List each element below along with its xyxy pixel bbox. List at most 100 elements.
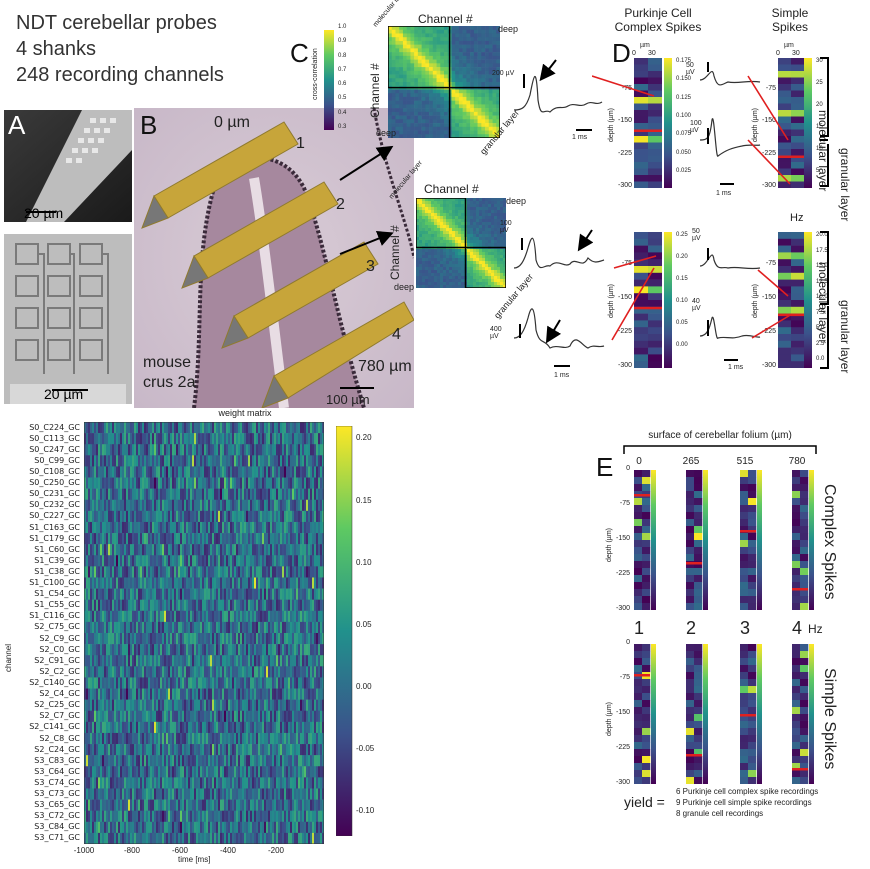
correlation-cell [496,115,500,120]
correlation-cell [485,130,490,135]
correlation-cell [399,37,404,42]
heatmap-cell [310,521,313,534]
heatmap-cell [158,655,161,667]
correlation-cell [470,273,474,277]
correlation-cell [406,82,411,87]
correlation-cell [429,63,434,68]
heatmap-cell [258,599,261,612]
correlation-cell [477,70,482,75]
heatmap-cell [220,555,223,567]
heatmap-cell [244,633,247,645]
correlation-cell [437,249,441,253]
correlation-cell [419,276,423,280]
correlation-cell [485,273,489,277]
heatmap-cell [288,433,291,445]
heatmap-cell [242,533,245,545]
correlation-cell [446,264,450,268]
correlation-cell [470,216,474,220]
correlation-cell [410,40,415,45]
heatmap-cell [160,422,163,434]
heatmap-cell [202,599,205,612]
correlation-cell [477,67,482,72]
heatmap-cell [300,655,303,667]
heatmap-cell [258,577,261,589]
heatmap-cell [248,477,251,489]
heatmap-cell [194,466,197,478]
heatmap-cell [144,677,147,689]
correlation-cell [481,130,486,135]
correlation-cell [440,237,444,241]
correlation-cell [431,237,435,241]
heatmap-cell [188,588,191,600]
correlation-cell [428,198,432,202]
heatmap-cell [298,422,301,434]
heatmap-cell [92,510,95,523]
correlation-cell [444,52,449,57]
correlation-cell [470,258,474,262]
heatmap-cell [264,444,267,456]
heatmap-cell [86,666,89,678]
heatmap-cell [96,666,99,678]
heatmap-cell [222,621,225,634]
correlation-cell [440,285,444,288]
heatmap-cell [192,510,195,523]
heatmap-cell [266,655,269,667]
correlation-cell [473,82,478,87]
correlation-cell [432,126,437,131]
heatmap-cell [244,433,247,445]
correlation-cell [443,258,447,262]
depth-map-cell [778,90,792,98]
correlation-cell [451,100,456,105]
correlation-cell [481,63,486,68]
heatmap-cell [230,566,233,578]
correlation-cell [444,37,449,42]
correlation-cell [429,108,434,113]
heatmap-cell [304,521,307,534]
heatmap-cell [310,488,313,501]
correlation-cell [391,82,396,87]
heatmap-cell [256,521,259,534]
heatmap-cell [198,633,201,645]
heatmap-cell [258,533,261,545]
heatmap-cell [140,455,143,467]
correlation-cell [388,26,393,31]
correlation-cell [452,255,456,259]
correlation-cell [443,231,447,235]
correlation-cell [482,222,486,226]
correlation-cell [443,225,447,229]
heatmap-cell [278,488,281,501]
correlation-cell [419,261,423,265]
heatmap-cell [320,577,323,589]
heatmap-cell [210,644,213,656]
correlation-cell [452,240,456,244]
correlation-cell [416,249,420,253]
correlation-cell [410,63,415,68]
heatmap-cell [120,577,123,589]
correlation-cell [476,225,480,229]
correlation-cell [449,240,453,244]
correlation-cell [500,201,504,205]
heatmap-cell [92,544,95,556]
heatmap-cell [274,610,277,623]
heatmap-cell [164,633,167,645]
heatmap-cell [250,644,253,656]
heatmap-cell [316,433,319,445]
depth-map-cell [634,77,649,85]
correlation-cell [485,119,490,124]
correlation-cell [491,279,495,283]
correlation-cell [497,201,501,205]
correlation-cell [482,216,486,220]
heatmap-cell [296,488,299,501]
correlation-cell [399,55,404,60]
heatmap-cell [92,677,95,689]
heatmap-cell [300,621,303,634]
heatmap-cell [214,477,217,489]
heatmap-cell [242,644,245,656]
heatmap-cell [138,422,141,434]
heatmap-cell [150,433,153,445]
heatmap-cell [154,444,157,456]
heatmap-cell [192,621,195,634]
correlation-cell [425,89,430,94]
correlation-cell [421,48,426,53]
heatmap-cell [138,433,141,445]
